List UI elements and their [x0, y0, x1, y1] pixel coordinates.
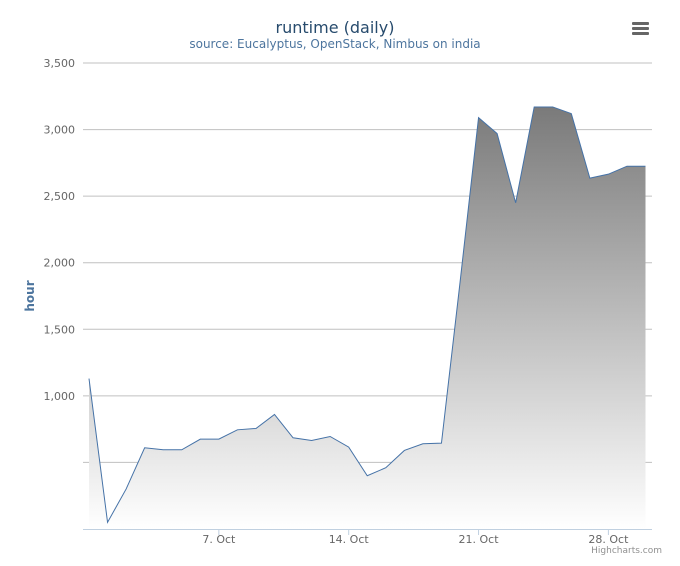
data-point[interactable] [567, 110, 575, 118]
data-point[interactable] [252, 424, 260, 432]
data-point[interactable] [419, 440, 427, 448]
data-point[interactable] [363, 472, 371, 480]
data-point[interactable] [215, 435, 223, 443]
menu-line-icon [631, 27, 649, 30]
x-tick-label: 21. Oct [459, 533, 500, 546]
data-point[interactable] [271, 411, 279, 419]
data-point[interactable] [345, 443, 353, 451]
menu-line-icon [631, 32, 649, 35]
credits-label[interactable]: Highcharts.com [591, 546, 662, 556]
data-point[interactable] [493, 130, 501, 138]
data-point[interactable] [549, 103, 557, 111]
data-point[interactable] [623, 162, 631, 170]
data-point[interactable] [586, 174, 594, 182]
y-tick-label: 1,500 [44, 323, 76, 336]
data-point[interactable] [159, 446, 167, 454]
x-axis-ticks: 7. Oct 14. Oct 21. Oct 28. Oct [202, 529, 629, 546]
data-point[interactable] [122, 485, 130, 493]
data-point[interactable] [196, 435, 204, 443]
data-point[interactable] [382, 464, 390, 472]
data-point[interactable] [104, 518, 112, 526]
data-point[interactable] [400, 446, 408, 454]
hamburger-menu-icon[interactable] [626, 16, 654, 42]
data-point[interactable] [289, 434, 297, 442]
y-tick-label: 1,000 [44, 390, 76, 403]
data-point[interactable] [437, 439, 445, 447]
y-tick-label: 2,000 [44, 257, 76, 270]
y-tick-label: 3,000 [44, 124, 76, 137]
y-tick-label: 3,500 [44, 57, 76, 70]
data-point[interactable] [475, 114, 483, 122]
x-tick-label: 28. Oct [588, 533, 629, 546]
y-axis-ticks: 1,000 1,500 2,000 2,500 3,000 3,500 [44, 57, 76, 403]
data-point[interactable] [642, 162, 650, 170]
menu-line-icon [631, 22, 649, 25]
data-point[interactable] [530, 103, 538, 111]
x-tick-label: 7. Oct [202, 533, 236, 546]
chart-subtitle: source: Eucalyptus, OpenStack, Nimbus on… [189, 37, 480, 51]
data-point[interactable] [604, 170, 612, 178]
data-point[interactable] [233, 426, 241, 434]
x-tick-label: 14. Oct [329, 533, 370, 546]
y-axis-label: hour [23, 280, 37, 311]
chart-title: runtime (daily) [276, 18, 395, 37]
data-point[interactable] [178, 446, 186, 454]
series-line [88, 106, 646, 524]
series-group [85, 103, 650, 529]
gridlines [83, 62, 652, 530]
data-point[interactable] [326, 432, 334, 440]
data-point[interactable] [512, 199, 520, 207]
data-point[interactable] [308, 436, 316, 444]
y-tick-label: 2,500 [44, 190, 76, 203]
data-point[interactable] [85, 375, 93, 383]
data-point[interactable] [141, 444, 149, 452]
data-point[interactable] [456, 279, 464, 287]
series-area [89, 106, 646, 529]
